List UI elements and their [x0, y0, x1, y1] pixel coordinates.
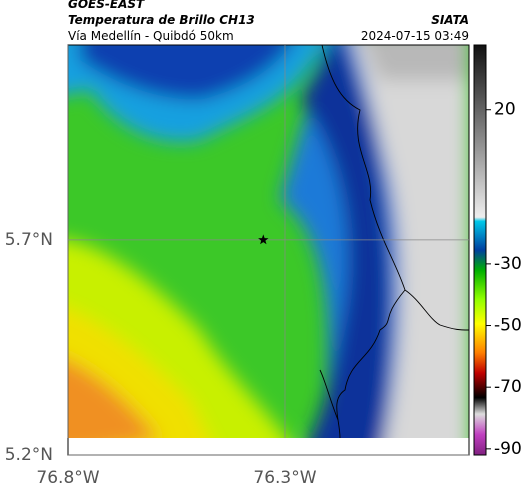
x-tick-label: 76.3°W	[253, 468, 316, 488]
y-tick-label: 5.7°N	[5, 230, 53, 250]
colorbar	[473, 44, 487, 456]
colorbar-tick-label: -90	[494, 439, 522, 459]
x-tick-label: 76.8°W	[36, 468, 99, 488]
location-marker	[258, 234, 269, 245]
colorbar-tick-label: -30	[494, 254, 522, 274]
colorbar-tick-label: 20	[494, 100, 516, 120]
source: GOES-EAST	[68, 0, 145, 11]
colorbar-tick-label: -70	[494, 377, 522, 397]
dynamic-layer: 76.8°W 76.3°W 5.7°N 5.2°N 20 -30 -50 -70 -90	[5, 45, 522, 488]
route: Vía Medellín - Quibdó 50km	[68, 29, 234, 43]
product: Temperatura de Brillo CH13	[68, 13, 255, 27]
y-tick-label: 5.2°N	[5, 445, 53, 465]
agency: SIATA	[431, 13, 469, 27]
timestamp: 2024-07-15 03:49	[361, 29, 469, 43]
colorbar-tick-label: -50	[494, 316, 522, 336]
satellite-image	[68, 45, 469, 438]
